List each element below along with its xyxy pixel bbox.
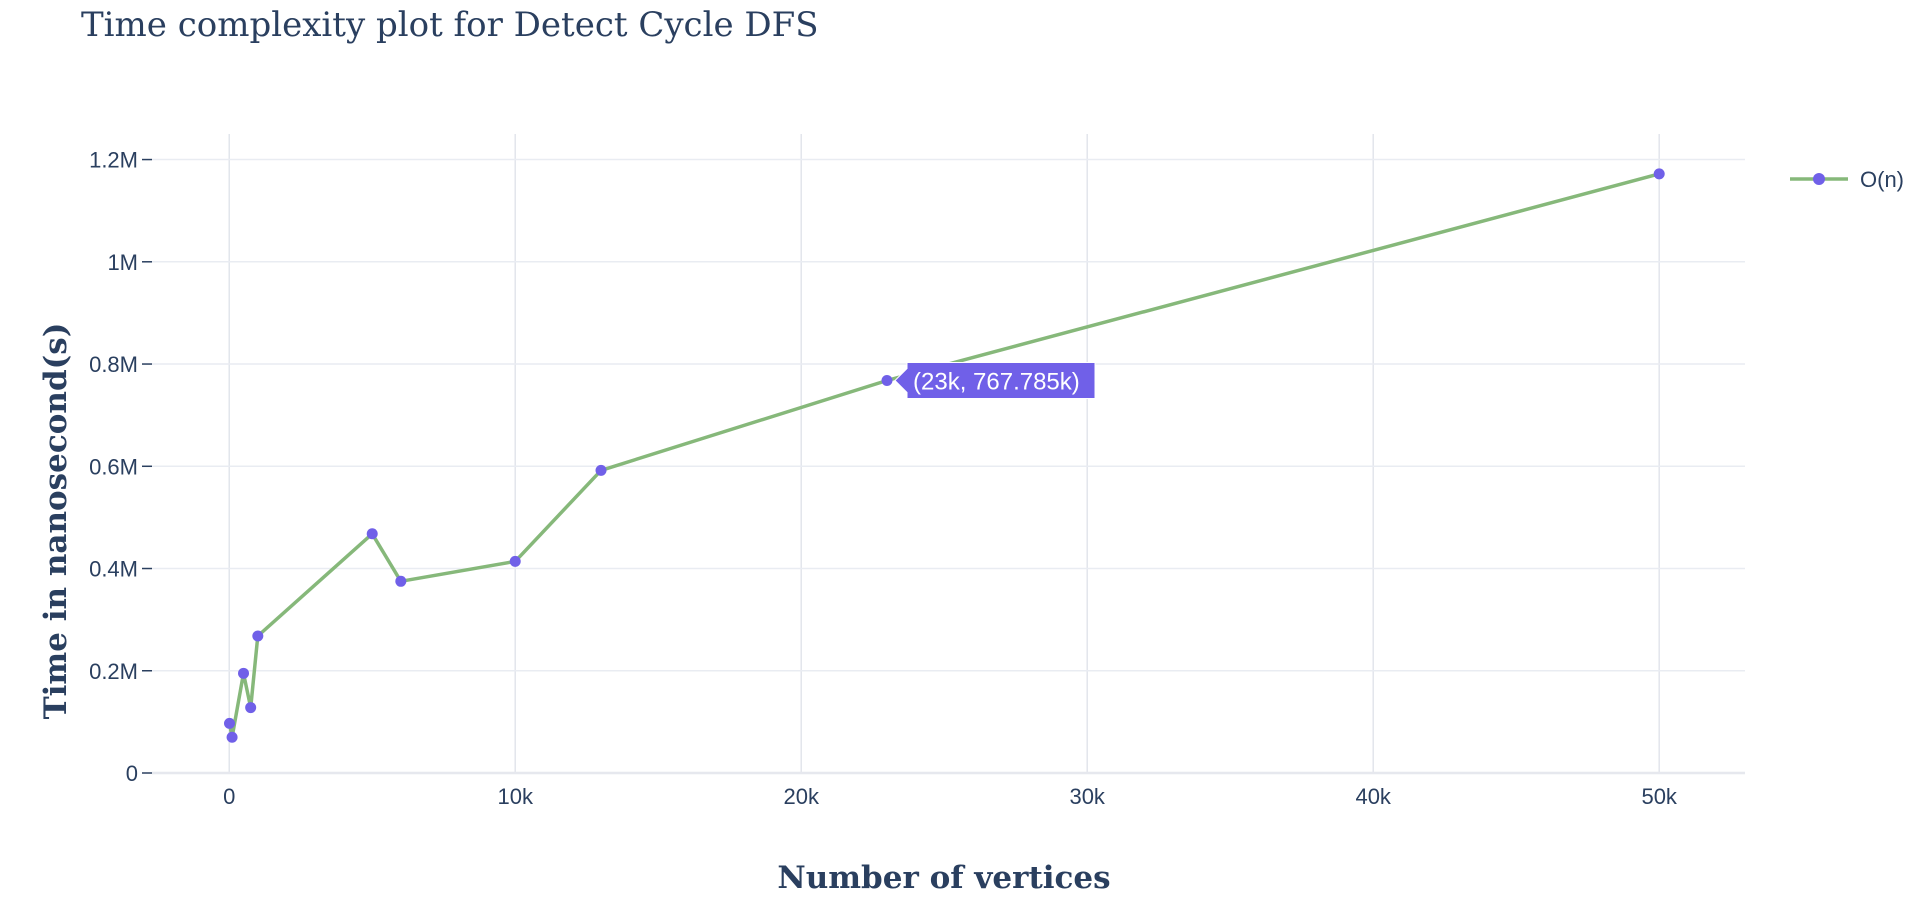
y-axis-ticks: 0 0.2M 0.4M 0.6M 0.8M 1M 1.2M bbox=[89, 148, 152, 786]
data-point[interactable] bbox=[238, 667, 250, 679]
x-tick-label: 50k bbox=[1641, 784, 1677, 809]
legend-marker-icon bbox=[1813, 173, 1825, 185]
data-point[interactable] bbox=[395, 575, 407, 587]
legend[interactable]: O(n) bbox=[1790, 167, 1904, 192]
y-tick-label: 0.6M bbox=[89, 454, 138, 479]
data-point[interactable] bbox=[509, 555, 521, 567]
y-axis-title: Time in nanosecond(s) bbox=[38, 323, 74, 720]
x-axis-ticks: 0 10k 20k 30k 40k 50k bbox=[223, 784, 1678, 809]
x-tick-label: 30k bbox=[1069, 784, 1105, 809]
y-tick-label: 0.2M bbox=[89, 659, 138, 684]
series-line-0 bbox=[227, 172, 1660, 739]
data-point[interactable] bbox=[226, 731, 238, 743]
data-point[interactable] bbox=[881, 375, 893, 387]
y-tick-label: 0.8M bbox=[89, 352, 138, 377]
x-axis-title: Number of vertices bbox=[777, 860, 1110, 896]
x-tick-label: 40k bbox=[1355, 784, 1391, 809]
y-gridlines bbox=[152, 158, 1745, 672]
data-point[interactable] bbox=[595, 464, 607, 476]
x-tick-label: 20k bbox=[783, 784, 819, 809]
data-point[interactable] bbox=[245, 702, 257, 714]
y-tick-label: 0 bbox=[126, 761, 138, 786]
x-tick-label: 0 bbox=[223, 784, 235, 809]
data-point[interactable] bbox=[366, 528, 378, 540]
hover-label: (23k, 767.785k) bbox=[894, 362, 1096, 400]
y-tick-label: 1.2M bbox=[89, 148, 138, 173]
data-point[interactable] bbox=[224, 717, 236, 729]
hover-label-box bbox=[894, 362, 1096, 400]
data-point[interactable] bbox=[252, 630, 264, 642]
hover-label-text: (23k, 767.785k) bbox=[913, 369, 1080, 396]
y-tick-label: 1M bbox=[107, 250, 138, 275]
y-tick-label: 0.4M bbox=[89, 557, 138, 582]
data-point[interactable] bbox=[1653, 168, 1665, 180]
x-tick-label: 10k bbox=[497, 784, 533, 809]
x-gridlines bbox=[228, 134, 1660, 773]
chart-title: Time complexity plot for Detect Cycle DF… bbox=[81, 5, 819, 45]
series-layer bbox=[224, 168, 1665, 743]
legend-label: O(n) bbox=[1860, 167, 1904, 192]
